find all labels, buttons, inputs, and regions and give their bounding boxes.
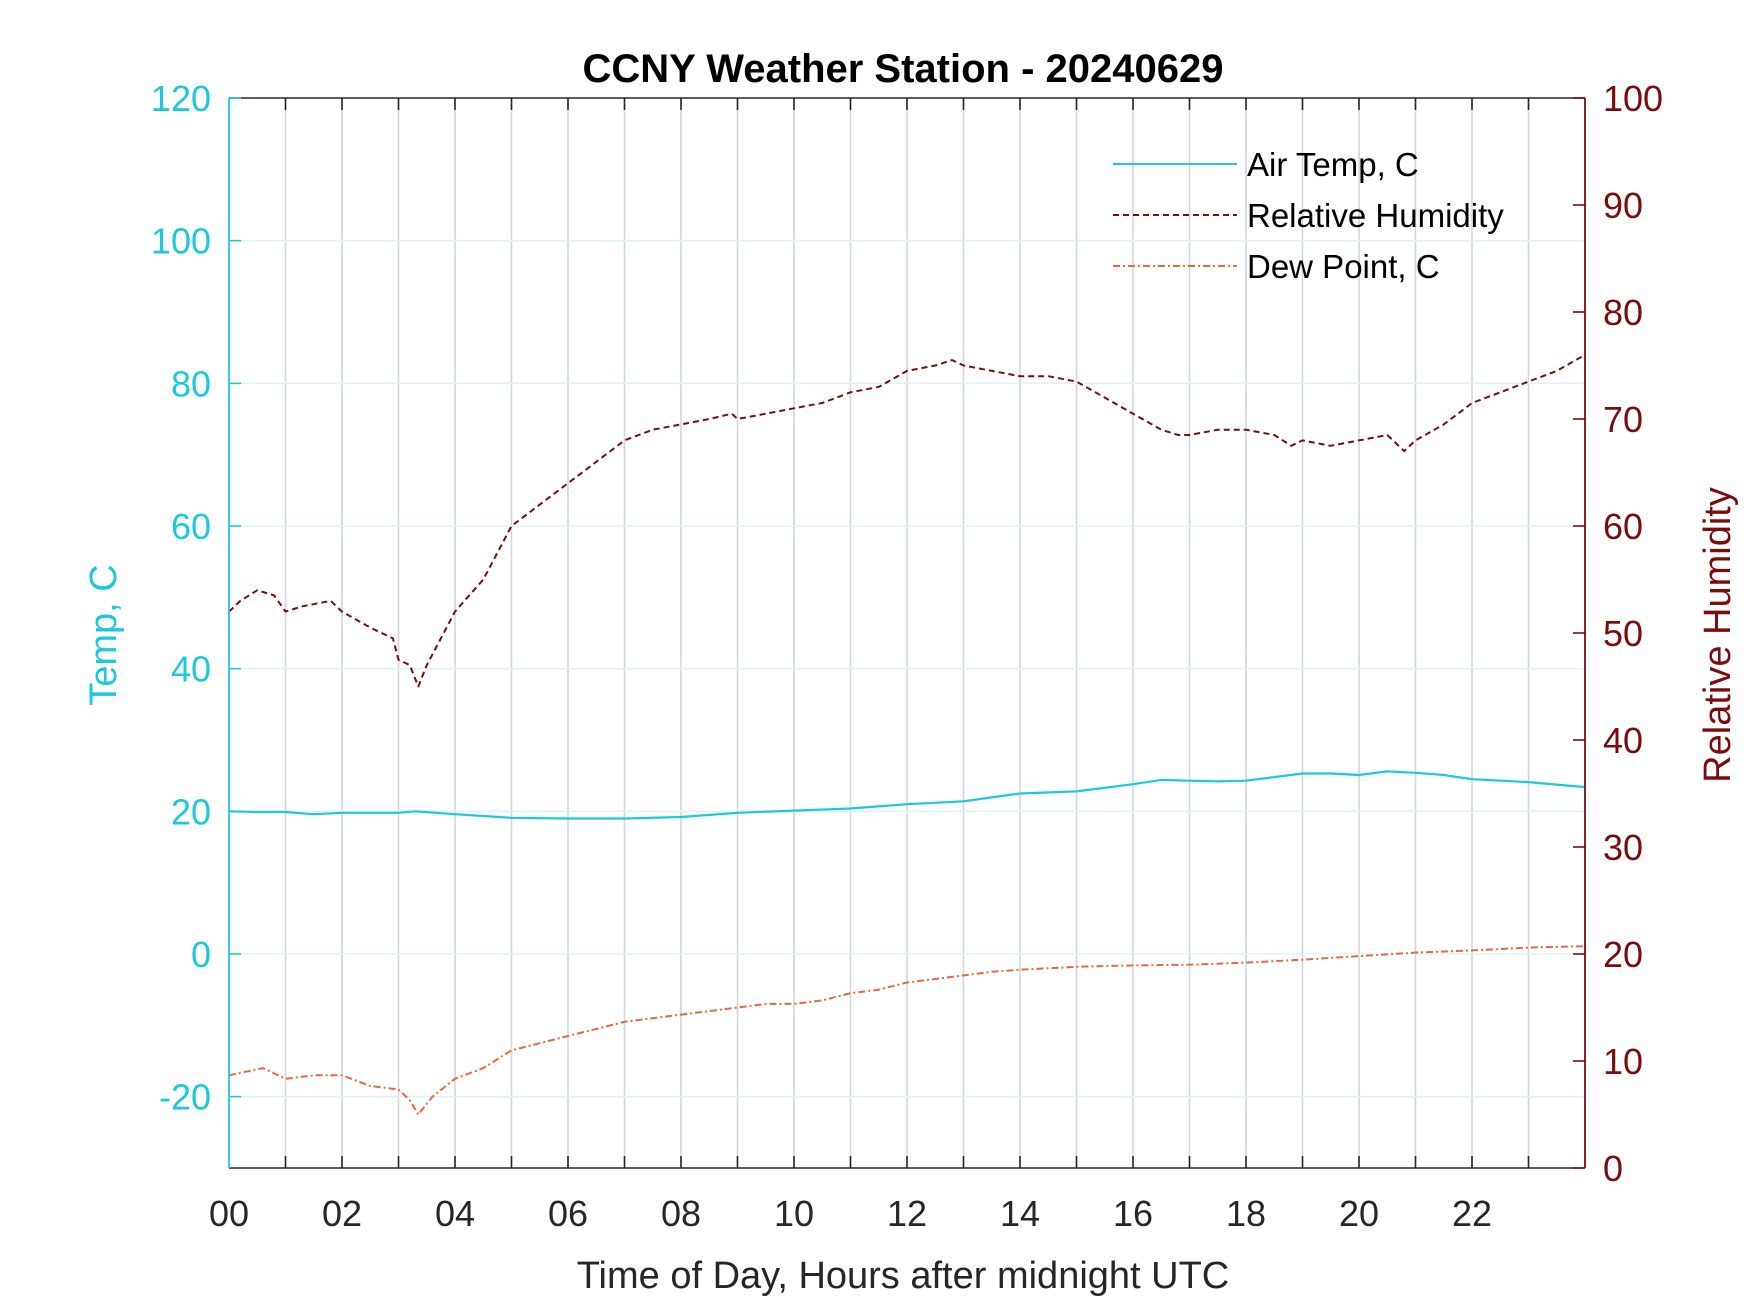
grid-layer (229, 98, 1585, 1168)
axes-layer: 00 02 04 06 08 10 12 14 16 18 20 22-200204060801001… (151, 78, 1663, 1234)
x-tick-label: 18 (1226, 1193, 1266, 1234)
left-y-tick-label: -20 (159, 1077, 211, 1118)
legend-label: Relative Humidity (1247, 197, 1504, 234)
legend-label: Air Temp, C (1247, 146, 1419, 183)
left-y-tick-label: 0 (191, 934, 211, 975)
left-y-tick-label: 120 (151, 78, 211, 119)
right-y-tick-label: 60 (1603, 506, 1643, 547)
x-tick-label: 20 (1339, 1193, 1379, 1234)
left-y-tick-label: 20 (171, 791, 211, 832)
right-y-tick-label: 10 (1603, 1041, 1643, 1082)
series-line-air-temp (228, 770, 1586, 820)
x-tick-label: 10 (774, 1193, 814, 1234)
x-tick-label: 22 (1452, 1193, 1492, 1234)
right-y-tick-label: 30 (1603, 827, 1643, 868)
x-tick-label: 08 (661, 1193, 701, 1234)
right-y-tick-label: 70 (1603, 399, 1643, 440)
series-line-dew-point (228, 945, 1586, 1116)
right-y-tick-label: 50 (1603, 613, 1643, 654)
x-tick-label: 02 (322, 1193, 362, 1234)
x-tick-label: 04 (435, 1193, 475, 1234)
legend: Air Temp, C Relative Humidity Dew Point, C (1113, 146, 1504, 285)
right-y-axis-label: Relative Humidity (1697, 487, 1739, 783)
right-y-tick-label: 20 (1603, 934, 1643, 975)
right-y-tick-label: 80 (1603, 292, 1643, 333)
x-tick-label: 16 (1113, 1193, 1153, 1234)
x-tick-label: 12 (887, 1193, 927, 1234)
series-layer (228, 353, 1586, 1116)
right-y-tick-label: 40 (1603, 720, 1643, 761)
legend-label: Dew Point, C (1247, 248, 1440, 285)
chart-title: CCNY Weather Station - 20240629 (583, 47, 1224, 91)
right-y-tick-label: 100 (1603, 78, 1663, 119)
x-tick-label: 06 (548, 1193, 588, 1234)
left-y-tick-label: 60 (171, 506, 211, 547)
left-y-tick-label: 40 (171, 649, 211, 690)
left-y-tick-label: 80 (171, 363, 211, 404)
left-y-tick-label: 100 (151, 221, 211, 262)
right-y-tick-label: 0 (1603, 1148, 1623, 1189)
x-axis-label: Time of Day, Hours after midnight UTC (577, 1255, 1230, 1297)
x-tick-label: 00 (209, 1193, 249, 1234)
left-y-axis-label: Temp, C (83, 564, 125, 705)
series-line-relative-humidity (228, 353, 1586, 688)
right-y-tick-label: 90 (1603, 185, 1643, 226)
x-tick-label: 14 (1000, 1193, 1040, 1234)
